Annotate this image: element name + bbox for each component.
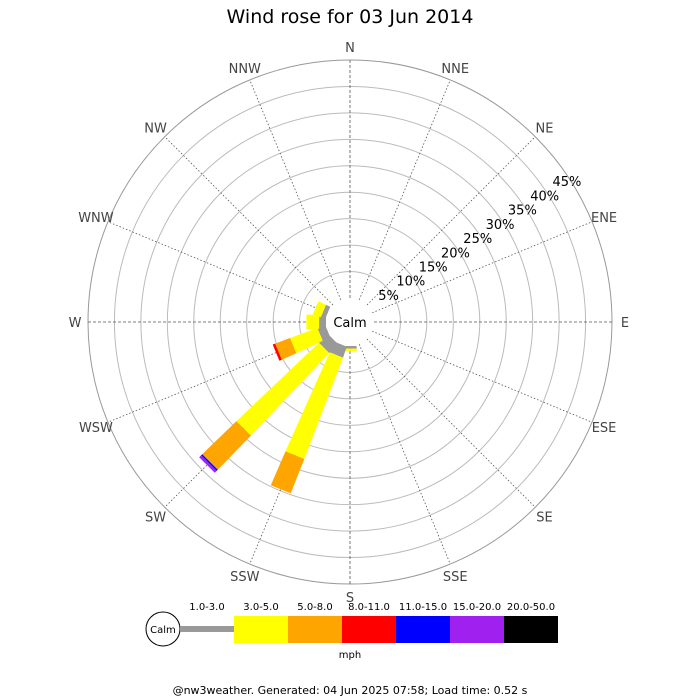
- petal-segment: [319, 315, 326, 329]
- calm-label: Calm: [333, 316, 366, 331]
- radial-grid: [87, 59, 613, 585]
- legend-swatch: [504, 616, 558, 643]
- legend-swatch: [180, 626, 234, 632]
- petal-segment: [290, 327, 323, 354]
- legend-bin-label: 5.0-8.0: [297, 602, 332, 613]
- direction-label: SSE: [443, 570, 468, 585]
- direction-label: SE: [536, 510, 552, 525]
- direction-label: NE: [535, 122, 553, 137]
- petal-segment: [306, 314, 320, 330]
- legend-bin-label: 11.0-15.0: [399, 602, 447, 613]
- direction-label: WSW: [79, 421, 113, 436]
- legend-bin-label: 1.0-3.0: [189, 602, 224, 613]
- petal-segment: [199, 455, 217, 473]
- legend-bin-label: 3.0-5.0: [243, 602, 278, 613]
- petal-segment: [317, 325, 331, 341]
- wind-petals: [199, 301, 357, 494]
- radial-tick-label: 20%: [441, 246, 470, 261]
- petal-segment: [272, 343, 282, 361]
- direction-labels: N NNE NE ENE E ESE SE SSE S SSW SW WSW W WNW NW NNW: [69, 41, 630, 606]
- legend-bin-label: 20.0-50.0: [507, 602, 555, 613]
- speed-legend: Calm mph 1.0-3.0 3.0-5.0 5.0-8.0 8.0-11.0 11…: [145, 602, 558, 661]
- legend-swatch: [288, 616, 342, 643]
- direction-label: ESE: [592, 421, 617, 436]
- grid-spoke: [358, 344, 451, 565]
- radial-tick-labels: 5%10%15%20%25%30%35%40%45%: [378, 175, 581, 304]
- grid-ring: [246, 218, 454, 426]
- radial-tick-label: 15%: [419, 260, 448, 275]
- chart-title: Wind rose for 03 Jun 2014: [226, 6, 474, 28]
- grid-spoke: [372, 330, 593, 423]
- legend-unit-label: mph: [339, 650, 361, 661]
- legend-calm-label: Calm: [150, 625, 176, 636]
- radial-tick-label: 35%: [508, 204, 537, 219]
- radial-tick-label: 5%: [378, 289, 399, 304]
- petal-segment: [270, 451, 305, 494]
- calm-center: Calm: [326, 298, 374, 346]
- grid-spoke: [366, 136, 536, 306]
- direction-label: NNW: [229, 62, 261, 77]
- direction-label: WNW: [78, 211, 114, 226]
- grid-spoke: [107, 221, 328, 314]
- petal-segment: [236, 342, 330, 436]
- petal-segment: [320, 304, 331, 319]
- petal-segment: [312, 301, 326, 318]
- footer-text: @nw3weather. Generated: 04 Jun 2025 07:5…: [172, 684, 528, 697]
- petal-segment: [202, 421, 251, 470]
- legend-bin-label: 8.0-11.0: [348, 602, 390, 613]
- petal-segment: [343, 348, 357, 352]
- radial-tick-label: 40%: [530, 189, 559, 204]
- grid-spoke: [249, 79, 342, 300]
- legend-bin-label: 15.0-20.0: [453, 602, 501, 613]
- radial-tick-label: 10%: [396, 275, 425, 290]
- grid-ring: [166, 138, 534, 506]
- direction-label: NW: [144, 122, 167, 137]
- direction-label: N: [345, 41, 355, 56]
- direction-label: SSW: [230, 570, 260, 585]
- radial-tick-label: 45%: [553, 175, 582, 190]
- legend-swatch: [234, 616, 288, 643]
- petal-segment: [275, 338, 297, 360]
- legend-swatch: [450, 616, 504, 643]
- direction-label: NNE: [441, 62, 469, 77]
- direction-label: SW: [145, 510, 166, 525]
- calm-circle: [326, 298, 374, 346]
- direction-label: E: [621, 316, 629, 331]
- grid-spoke: [358, 79, 451, 300]
- direction-label: ENE: [591, 211, 617, 226]
- petal-segment: [201, 454, 218, 471]
- grid-spoke: [372, 221, 593, 314]
- legend-swatch: [396, 616, 450, 643]
- legend-swatch: [342, 616, 396, 643]
- radial-tick-label: 25%: [463, 232, 492, 247]
- direction-label: S: [346, 591, 354, 606]
- direction-label: W: [69, 316, 82, 331]
- grid-spoke: [366, 338, 536, 508]
- petal-segment: [285, 352, 343, 459]
- radial-tick-label: 30%: [486, 218, 515, 233]
- grid-spoke: [164, 136, 334, 306]
